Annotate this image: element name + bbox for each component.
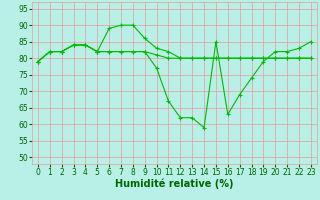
X-axis label: Humidité relative (%): Humidité relative (%) xyxy=(115,179,234,189)
